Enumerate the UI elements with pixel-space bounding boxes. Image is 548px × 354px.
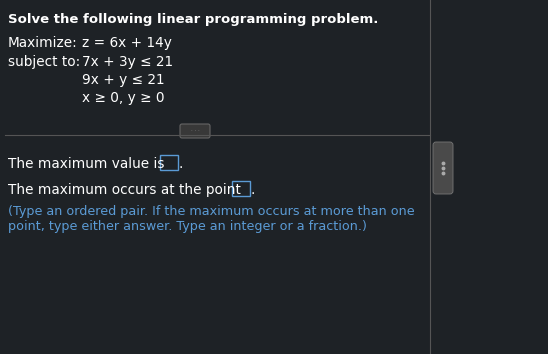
FancyBboxPatch shape [433,142,453,194]
Text: (Type an ordered pair. If the maximum occurs at more than one: (Type an ordered pair. If the maximum oc… [8,205,415,218]
Text: z = 6x + 14y: z = 6x + 14y [82,36,172,50]
Text: .: . [179,157,184,171]
Text: The maximum occurs at the point: The maximum occurs at the point [8,183,241,197]
FancyBboxPatch shape [232,181,250,196]
FancyBboxPatch shape [160,155,178,170]
Text: point, type either answer. Type an integer or a fraction.): point, type either answer. Type an integ… [8,220,367,233]
FancyBboxPatch shape [180,124,210,138]
Text: x ≥ 0, y ≥ 0: x ≥ 0, y ≥ 0 [82,91,164,105]
Text: The maximum value is: The maximum value is [8,157,164,171]
Text: Solve the following linear programming problem.: Solve the following linear programming p… [8,13,378,26]
Text: · · ·: · · · [191,129,199,133]
Text: Maximize:: Maximize: [8,36,78,50]
Text: subject to:: subject to: [8,55,80,69]
Text: .: . [251,183,255,197]
Text: 7x + 3y ≤ 21: 7x + 3y ≤ 21 [82,55,173,69]
Text: 9x + y ≤ 21: 9x + y ≤ 21 [82,73,164,87]
